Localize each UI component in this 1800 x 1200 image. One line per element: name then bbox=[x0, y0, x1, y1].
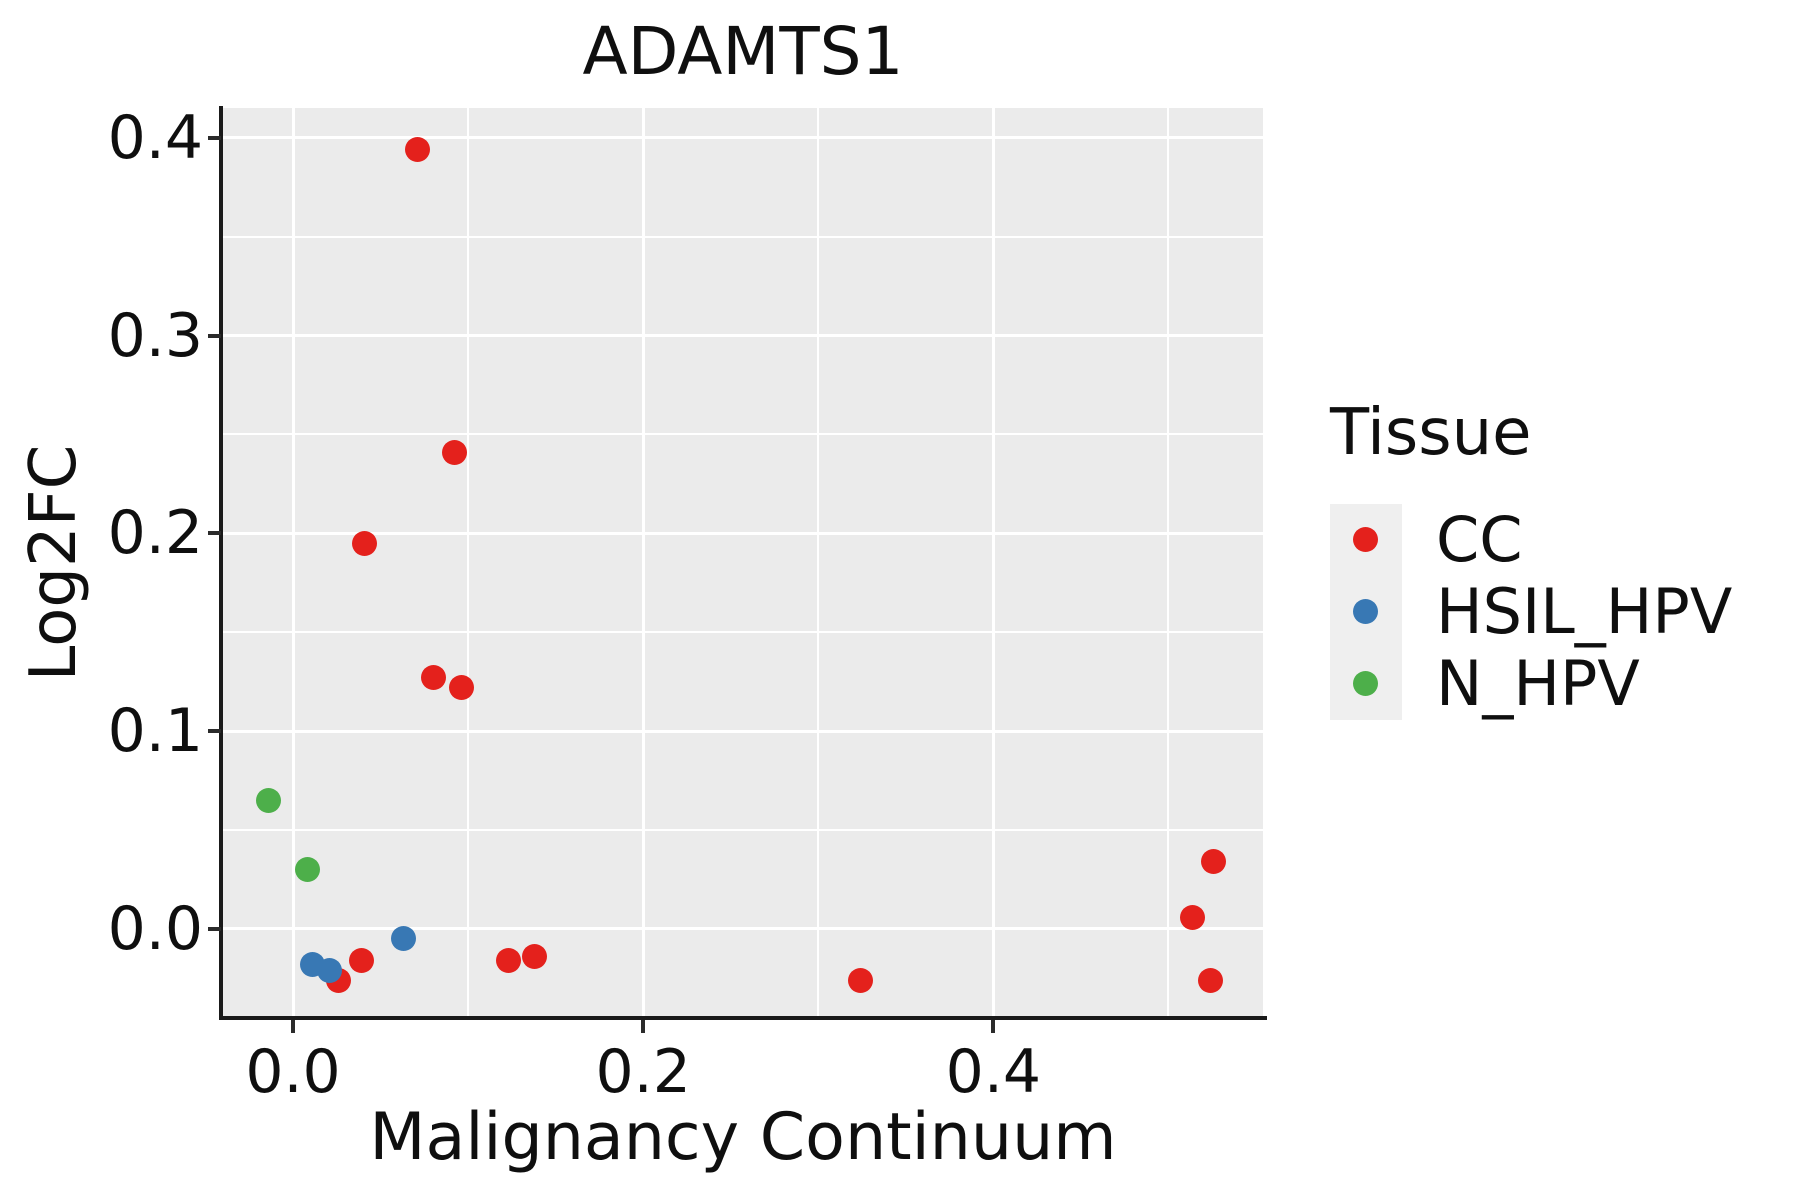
x-minor-gridline bbox=[817, 108, 820, 1018]
x-axis-title: Malignancy Continuum bbox=[369, 1100, 1117, 1175]
y-major-gridline bbox=[223, 334, 1263, 337]
legend-item-label: CC bbox=[1436, 503, 1523, 576]
legend-key bbox=[1330, 504, 1402, 576]
y-tick-label: 0.3 bbox=[107, 300, 203, 371]
scatter-point-CC bbox=[441, 439, 467, 465]
y-major-gridline bbox=[223, 729, 1263, 733]
y-tick bbox=[208, 531, 221, 536]
y-minor-gridline bbox=[223, 829, 1263, 832]
scatter-point-CC bbox=[495, 948, 521, 974]
legend-key bbox=[1330, 576, 1402, 648]
x-tick bbox=[641, 1020, 646, 1033]
y-major-gridline bbox=[223, 927, 1263, 931]
scatter-point-CC bbox=[1201, 849, 1227, 875]
legend: Tissue CC HSIL_HPV N_HPV bbox=[1330, 398, 1732, 720]
y-tick-label: 0.2 bbox=[107, 498, 203, 569]
scatter-point-CC bbox=[404, 137, 430, 163]
x-tick-label: 0.2 bbox=[595, 1037, 691, 1107]
x-tick bbox=[991, 1020, 996, 1033]
x-major-gridline bbox=[641, 108, 645, 1018]
legend-item-label: N_HPV bbox=[1436, 647, 1640, 720]
x-major-gridline bbox=[291, 108, 295, 1018]
legend-swatch-HSIL_HPV bbox=[1353, 599, 1378, 624]
y-minor-gridline bbox=[223, 235, 1263, 238]
scatter-point-CC bbox=[420, 665, 446, 691]
scatter-point-N_HPV bbox=[256, 787, 282, 813]
y-axis-line bbox=[219, 106, 223, 1020]
y-tick-label: 0.1 bbox=[107, 696, 203, 767]
legend-title: Tissue bbox=[1330, 396, 1532, 470]
x-tick-label: 0.0 bbox=[245, 1037, 341, 1107]
scatter-point-CC bbox=[1197, 967, 1223, 993]
plot-panel bbox=[223, 108, 1263, 1018]
scatter-point-CC bbox=[1180, 904, 1206, 930]
y-tick bbox=[208, 333, 221, 338]
legend-item-N_HPV: N_HPV bbox=[1330, 648, 1732, 720]
y-tick-label: 0.4 bbox=[107, 102, 203, 173]
legend-swatch-CC bbox=[1353, 527, 1378, 552]
y-tick-label: 0.0 bbox=[107, 893, 203, 964]
scatter-point-CC bbox=[847, 967, 873, 993]
scatter-point-CC bbox=[522, 944, 548, 970]
y-tick bbox=[208, 135, 221, 140]
y-minor-gridline bbox=[223, 433, 1263, 436]
scatter-point-N_HPV bbox=[294, 857, 320, 883]
scatter-point-CC bbox=[348, 948, 374, 974]
scatter-point-HSIL_HPV bbox=[390, 926, 416, 952]
scatter-point-CC bbox=[448, 675, 474, 701]
legend-rows: CC HSIL_HPV N_HPV bbox=[1330, 504, 1732, 720]
y-tick bbox=[208, 729, 221, 734]
x-minor-gridline bbox=[1167, 108, 1170, 1018]
y-tick bbox=[208, 926, 221, 931]
scatter-point-HSIL_HPV bbox=[317, 958, 343, 984]
legend-swatch-N_HPV bbox=[1353, 671, 1378, 696]
legend-item-HSIL_HPV: HSIL_HPV bbox=[1330, 576, 1732, 648]
x-axis-line bbox=[219, 1016, 1267, 1020]
y-axis-title: Log2FC bbox=[17, 444, 91, 682]
x-major-gridline bbox=[991, 108, 995, 1018]
legend-key bbox=[1330, 648, 1402, 720]
y-major-gridline bbox=[223, 531, 1263, 535]
scatter-point-CC bbox=[352, 530, 378, 556]
legend-item-label: HSIL_HPV bbox=[1436, 575, 1733, 648]
x-tick bbox=[291, 1020, 296, 1033]
x-minor-gridline bbox=[467, 108, 470, 1018]
x-tick-label: 0.4 bbox=[945, 1037, 1042, 1107]
legend-item-CC: CC bbox=[1330, 504, 1732, 576]
y-minor-gridline bbox=[223, 631, 1263, 634]
plot-title: ADAMTS1 bbox=[582, 13, 904, 90]
y-major-gridline bbox=[223, 136, 1263, 140]
